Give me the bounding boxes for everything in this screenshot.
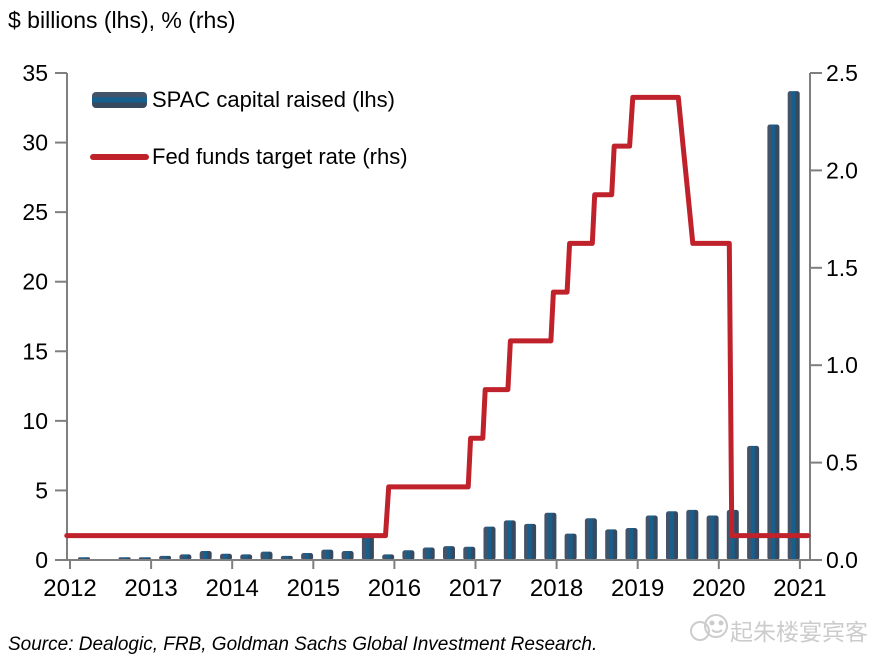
right-axis-tick-label: 1.0 <box>826 352 858 378</box>
x-axis-year-label: 2020 <box>692 575 745 602</box>
legend-label-fed: Fed funds target rate (rhs) <box>152 144 408 169</box>
legend-label-spac: SPAC capital raised (lhs) <box>152 87 395 112</box>
bar-2018-q1 <box>564 533 577 560</box>
right-axis-tick-label: 2.5 <box>826 60 858 86</box>
chart-title: $ billions (lhs), % (rhs) <box>8 7 236 33</box>
bar-2020-q3 <box>767 124 780 561</box>
x-axis-year-label: 2021 <box>773 575 826 602</box>
bar-2014-q3 <box>280 555 293 560</box>
bar-2016-q3 <box>443 546 455 560</box>
bar-2018-q3 <box>605 529 618 560</box>
left-axis-tick-label: 20 <box>22 269 48 295</box>
bar-2013-q3 <box>199 550 212 560</box>
right-axis-tick-label: 2.0 <box>826 157 858 183</box>
bar-2016-q1 <box>402 550 415 560</box>
bar-2020-q4 <box>787 91 800 561</box>
right-axis-tick-label: 0.5 <box>826 450 858 476</box>
bar-2014-q4 <box>301 553 314 560</box>
x-axis-year-label: 2015 <box>287 575 340 602</box>
left-axis-tick-label: 25 <box>22 199 48 225</box>
left-axis-tick-label: 10 <box>22 408 48 434</box>
x-axis-year-label: 2012 <box>43 575 96 602</box>
bar-2015-q4 <box>382 554 395 560</box>
bar-2017-q1 <box>483 526 496 560</box>
bar-2013-q4 <box>220 553 232 560</box>
x-axis-year-label: 2017 <box>449 575 502 602</box>
bar-2015-q3 <box>361 534 374 560</box>
left-axis-tick-label: 5 <box>35 477 48 503</box>
bar-2014-q1 <box>240 554 253 560</box>
bar-2019-q2 <box>666 511 678 560</box>
bar-2015-q2 <box>341 550 354 560</box>
bar-2019-q4 <box>706 515 719 560</box>
left-axis-tick-label: 30 <box>22 130 48 156</box>
left-axis-tick-label: 0 <box>35 547 48 573</box>
bar-2019-q3 <box>686 509 699 560</box>
bar-2020-q2 <box>747 445 760 560</box>
bar-2018-q2 <box>584 518 597 560</box>
axes <box>55 73 811 561</box>
bar-2017-q3 <box>524 523 537 560</box>
x-axis-year-label: 2019 <box>611 575 664 602</box>
bar-series <box>78 91 800 561</box>
x-axis-year-label: 2016 <box>368 575 421 602</box>
x-axis-year-label: 2018 <box>530 575 583 602</box>
bar-2019-q1 <box>645 515 658 560</box>
left-axis-tick-label: 35 <box>22 60 48 86</box>
bar-2018-q4 <box>625 527 638 560</box>
bar-2013-q2 <box>179 554 192 560</box>
left-axis-tick-label: 15 <box>22 338 48 364</box>
right-axis-tick-label: 0.0 <box>826 547 858 573</box>
watermark-face-icon <box>690 614 728 641</box>
bar-2016-q2 <box>422 547 435 560</box>
bar-2014-q2 <box>260 551 273 560</box>
bar-2016-q4 <box>463 546 476 560</box>
x-axis-year-label: 2013 <box>124 575 177 602</box>
watermark-text: 起朱楼宴宾客 <box>730 619 868 645</box>
x-axis-year-label: 2014 <box>206 575 259 602</box>
fed-funds-rate-line <box>64 94 811 539</box>
axis-ticks <box>55 72 822 569</box>
watermark: 起朱楼宴宾客 <box>690 614 868 645</box>
bar-2015-q1 <box>321 549 334 560</box>
bar-2017-q4 <box>544 512 557 560</box>
bar-2017-q2 <box>503 520 516 560</box>
source-note: Source: Dealogic, FRB, Goldman Sachs Glo… <box>8 634 597 655</box>
bar-2013-q1 <box>159 555 172 560</box>
right-axis-tick-label: 1.5 <box>826 255 858 281</box>
legend-bar-swatch <box>92 92 147 108</box>
legend: SPAC capital raised (lhs) Fed funds targ… <box>90 87 408 169</box>
